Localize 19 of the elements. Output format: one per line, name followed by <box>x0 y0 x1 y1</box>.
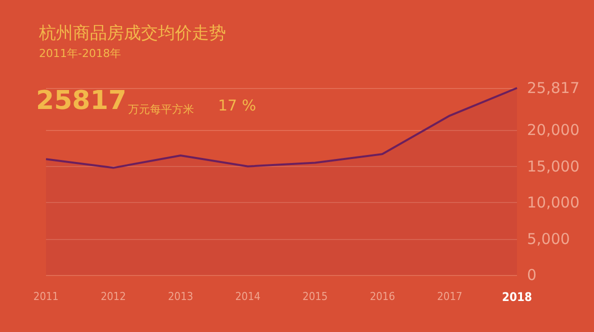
annotation: 万元每平方米 <box>128 103 194 116</box>
y-tick-label: 0 <box>527 266 537 284</box>
chart-subtitle: 2011年-2018年 <box>39 47 121 60</box>
x-tick-label: 2015 <box>302 290 328 303</box>
x-tick-label: 2013 <box>168 290 194 303</box>
annotation: 25817 <box>36 86 126 116</box>
x-tick-label: 2017 <box>437 290 462 303</box>
x-tick-label: 2018 <box>502 290 532 304</box>
x-tick-label: 2014 <box>235 290 260 303</box>
x-tick-label: 2012 <box>100 290 126 303</box>
x-tick-label: 2016 <box>370 290 396 303</box>
y-tick-label: 20,000 <box>527 121 580 140</box>
y-tick-label: 10,000 <box>527 194 580 212</box>
x-tick-label: 2011 <box>33 290 59 303</box>
y-tick-label: 15,000 <box>527 157 580 176</box>
y-tick-label: 25,817 <box>527 79 580 97</box>
chart-title: 杭州商品房成交均价走势 <box>38 24 226 44</box>
annotation: 17 % <box>218 96 256 114</box>
y-tick-label: 5,000 <box>527 230 570 248</box>
